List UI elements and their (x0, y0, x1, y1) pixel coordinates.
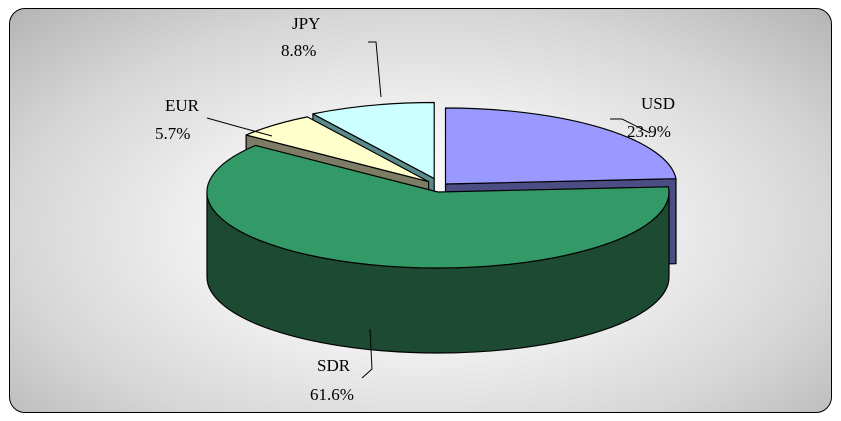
chart-frame: USD 23.9% JPY 8.8% EUR 5.7% SDR 61.6% (9, 8, 832, 413)
slices-layer (206, 101, 677, 354)
slice-label-usd-name: USD (641, 94, 675, 113)
leader-line-eur (206, 117, 273, 137)
slice-label-jpy-name: JPY (292, 14, 320, 33)
slice-label-eur-name: EUR (165, 96, 200, 115)
slice-eur (245, 116, 430, 183)
slice-label-jpy-value: 8.8% (281, 41, 316, 60)
slice-label-sdr-value: 61.6% (310, 385, 354, 404)
leader-line-jpy (368, 41, 382, 98)
slice-jpy (312, 101, 435, 180)
slice-label-usd-value: 23.9% (627, 122, 671, 141)
slice-sdr (206, 144, 670, 269)
leader-line-usd (610, 118, 651, 134)
slice-label-eur-value: 5.7% (155, 124, 190, 143)
leader-lines (206, 41, 651, 379)
leader-line-sdr (361, 328, 373, 379)
slice-usd (444, 107, 677, 185)
pie-chart: USD 23.9% JPY 8.8% EUR 5.7% SDR 61.6% (155, 14, 677, 404)
slice-label-sdr-name: SDR (317, 356, 351, 375)
